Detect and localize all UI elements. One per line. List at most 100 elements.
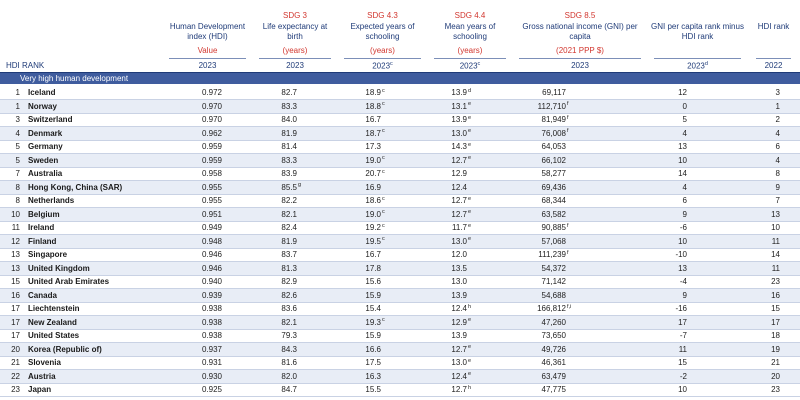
row-rule	[0, 382, 800, 383]
country: Norway	[28, 101, 57, 111]
cell-value: 81.9	[281, 236, 297, 246]
cell-value: 9	[775, 182, 780, 192]
hdi-rank: 23	[11, 385, 20, 394]
cell-value: 82.9	[281, 277, 297, 286]
cell-value: 0.949	[201, 223, 222, 232]
country: United Arab Emirates	[28, 277, 110, 286]
footnote-mark: g	[298, 182, 302, 188]
footnote-mark: c	[382, 222, 385, 229]
footnote-mark: e	[468, 155, 472, 161]
row-shade	[0, 315, 800, 329]
column-title: Expected years of schooling	[350, 22, 415, 41]
column-year: 2022	[764, 61, 783, 70]
footnote-mark: c	[382, 195, 385, 202]
row-rule	[0, 274, 800, 275]
cell-value: 0.946	[201, 250, 222, 259]
cell-value: 13.0	[451, 128, 467, 138]
cell-value: 0.940	[201, 277, 222, 286]
cell-value: 14	[771, 250, 780, 259]
cell-value: 12.4	[451, 182, 467, 192]
cell-value: 0.959	[201, 155, 222, 165]
column-year: 2023	[687, 61, 705, 71]
cell-value: 19.3	[365, 317, 381, 327]
country: Denmark	[28, 128, 63, 138]
cell-value: 19.2	[365, 223, 381, 232]
row-rule	[0, 288, 800, 289]
row-rule	[0, 139, 800, 140]
cell-value: 71,142	[541, 277, 566, 286]
cell-value: -2	[679, 371, 687, 381]
year-wrap: 2022	[752, 61, 795, 71]
cell-value: 20	[771, 371, 780, 381]
cell-value: 6	[682, 196, 687, 205]
cell-value: 0.939	[201, 290, 222, 300]
cell-value: 11	[771, 236, 780, 246]
cell-value: 0.925	[201, 385, 222, 394]
cell-value: 21	[771, 358, 780, 367]
cell-value: 57,068	[541, 236, 566, 246]
cell-value: 11	[678, 344, 687, 354]
cell-value: 83.7	[281, 250, 297, 259]
sdg-label: SDG 8.5	[564, 11, 596, 20]
cell-value: 19.0	[365, 209, 381, 219]
cell-value: -4	[679, 277, 687, 286]
cell-value: 47,260	[541, 317, 566, 327]
row-shade	[0, 261, 800, 275]
cell-value: 4	[682, 182, 687, 192]
country: Canada	[28, 290, 57, 300]
row-rule	[0, 261, 800, 262]
country: Korea (Republic of)	[28, 344, 102, 354]
footnote-mark: d	[704, 61, 708, 67]
hdi-rank: 8	[15, 196, 20, 205]
cell-value: 166,812	[537, 304, 566, 313]
cell-value: 13.1	[451, 101, 467, 111]
cell-value: 18	[771, 331, 780, 340]
footnote-mark: e	[468, 344, 472, 350]
hdi-rank: 17	[11, 331, 20, 340]
cell-value: 85.5	[281, 182, 297, 192]
hdi-rank: 3	[15, 115, 20, 124]
column-unit: (years)	[282, 46, 308, 55]
cell-value: 82.1	[281, 209, 297, 219]
hdi-rank: 22	[11, 371, 20, 381]
footnote-mark: e	[468, 222, 472, 229]
cell-value: 18.7	[365, 128, 381, 138]
footnote-mark: e	[468, 209, 472, 215]
cell-value: 54,372	[541, 263, 566, 273]
row-rule	[0, 369, 800, 370]
cell-value: 18.9	[365, 88, 381, 97]
footnote-mark: c	[382, 168, 385, 175]
cell-value: 15.5	[365, 385, 381, 394]
country: Japan	[28, 385, 52, 394]
cell-value: 23	[771, 277, 780, 286]
cell-value: 3	[775, 88, 780, 97]
cell-value: 13.9	[451, 290, 467, 300]
cell-value: -10	[675, 250, 687, 259]
cell-value: 20.7	[365, 169, 381, 178]
cell-value: 54,688	[541, 290, 566, 300]
hdi-rank: 17	[11, 317, 20, 327]
header-rule	[756, 58, 791, 59]
cell-value: 13.9	[451, 88, 467, 97]
cell-value: 5	[682, 115, 687, 124]
cell-value: 0.951	[201, 209, 222, 219]
row-rule	[0, 355, 800, 356]
cell-value: 12.7	[451, 155, 467, 165]
country: Liechtenstein	[28, 304, 80, 313]
footnote-mark: f	[567, 101, 569, 107]
cell-value: 15	[678, 358, 687, 367]
footnote-mark: c	[382, 155, 385, 161]
country: Germany	[28, 142, 63, 151]
cell-value: 1	[775, 101, 780, 111]
row-rule	[0, 193, 800, 194]
cell-value: 16.7	[365, 250, 381, 259]
year-wrap: 2023	[255, 61, 335, 71]
cell-value: 12.4	[451, 304, 467, 313]
cell-value: 83.9	[281, 169, 297, 178]
cell-value: 64,053	[541, 142, 566, 151]
row-shade	[0, 369, 800, 383]
cell-value: 4	[775, 128, 780, 138]
cell-value: 19.5	[365, 236, 381, 246]
row-rule	[0, 166, 800, 167]
row-shade	[0, 342, 800, 356]
